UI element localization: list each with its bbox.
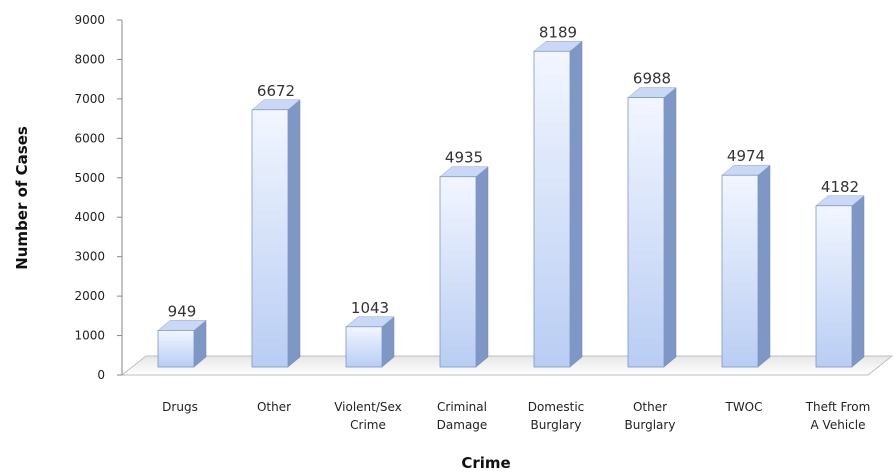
bar-front bbox=[439, 176, 477, 368]
x-axis-title: Crime bbox=[461, 454, 510, 472]
y-tick-label: 5000 bbox=[74, 171, 105, 185]
y-tick-label: 3000 bbox=[74, 250, 105, 264]
x-tick-label: Other bbox=[257, 400, 291, 414]
bar-front bbox=[251, 109, 289, 368]
bar-front bbox=[157, 330, 195, 368]
y-tick-label: 4000 bbox=[74, 210, 105, 224]
y-tick-label: 7000 bbox=[74, 92, 105, 106]
y-ticks: 0 1000 2000 3000 4000 5000 6000 7000 8000 9000 bbox=[74, 13, 122, 382]
bar bbox=[627, 87, 677, 368]
bar-side bbox=[757, 164, 771, 368]
bar bbox=[533, 40, 583, 368]
bar bbox=[251, 99, 301, 368]
bar-side bbox=[851, 195, 865, 368]
bars bbox=[157, 40, 865, 368]
bar-front bbox=[721, 174, 759, 368]
bar bbox=[157, 319, 207, 368]
x-tick-label: Domestic Burglary bbox=[528, 400, 585, 432]
bar-front bbox=[533, 50, 571, 368]
bar bbox=[721, 164, 771, 368]
x-category-labels: Drugs Other Violent/Sex Crime Criminal Damage… bbox=[162, 400, 870, 432]
y-tick-label: 8000 bbox=[74, 52, 105, 66]
bar-data-label: 1043 bbox=[351, 299, 389, 317]
bar-data-label: 6988 bbox=[633, 70, 671, 88]
bar bbox=[345, 316, 395, 368]
bar-data-label: 4974 bbox=[727, 147, 765, 165]
bar-front bbox=[345, 326, 383, 368]
bar-front bbox=[627, 97, 665, 368]
bar bbox=[439, 166, 489, 368]
y-tick-label: 6000 bbox=[74, 131, 105, 145]
bar-side bbox=[287, 99, 301, 368]
bar-data-label: 4935 bbox=[445, 149, 483, 167]
x-tick-label: Violent/Sex Crime bbox=[334, 400, 402, 432]
data-labels: 949 6672 1043 4935 8189 6988 4974 4182 bbox=[168, 23, 859, 320]
y-tick-label: 0 bbox=[97, 368, 105, 382]
bar bbox=[815, 195, 865, 368]
bar-data-label: 4182 bbox=[821, 178, 859, 196]
bar-side bbox=[663, 87, 677, 368]
bar-side bbox=[569, 40, 583, 368]
bar-data-label: 6672 bbox=[257, 82, 295, 100]
y-tick-label: 1000 bbox=[74, 329, 105, 343]
bar-front bbox=[815, 205, 853, 368]
x-tick-label: Theft From A Vehicle bbox=[805, 400, 871, 432]
floor-group bbox=[120, 355, 893, 376]
x-tick-label: Drugs bbox=[162, 400, 198, 414]
x-tick-label: Other Burglary bbox=[625, 400, 676, 432]
y-tick-label: 2000 bbox=[74, 289, 105, 303]
bar-data-label: 949 bbox=[168, 302, 197, 320]
y-axis-title: Number of Cases bbox=[13, 126, 31, 270]
x-tick-label: TWOC bbox=[724, 400, 762, 414]
x-tick-label: Criminal Damage bbox=[437, 400, 488, 432]
bar-data-label: 8189 bbox=[539, 23, 577, 41]
bar-side bbox=[475, 166, 489, 368]
y-tick-label: 9000 bbox=[74, 13, 105, 27]
chart-floor bbox=[120, 355, 893, 376]
